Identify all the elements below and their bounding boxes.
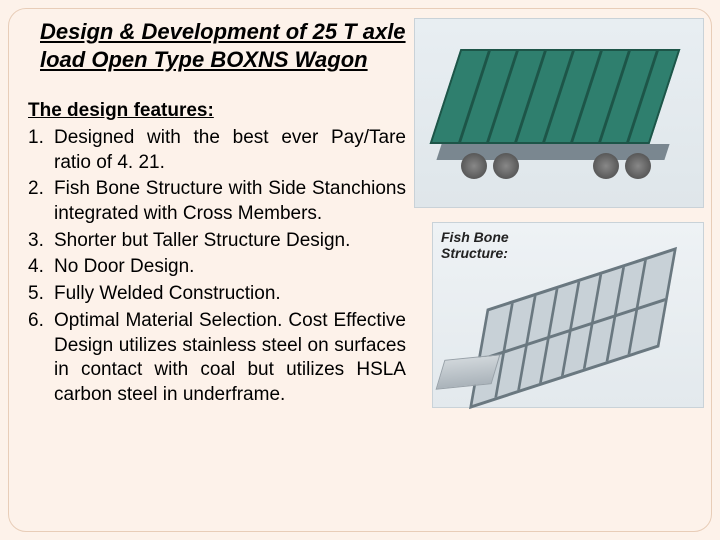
list-text: Shorter but Taller Structure Design. [54, 229, 406, 254]
wagon-illustration [414, 18, 704, 208]
wheel-icon [593, 153, 619, 179]
list-text: Fish Bone Structure with Side Stanchions… [54, 177, 406, 226]
list-item: 5. Fully Welded Construction. [28, 282, 406, 307]
wheel-icon [461, 153, 487, 179]
list-item: 3.Shorter but Taller Structure Design. [28, 229, 406, 254]
list-item: 2.Fish Bone Structure with Side Stanchio… [28, 177, 406, 226]
list-number: 2. [28, 177, 54, 226]
list-text: No Door Design. [54, 255, 406, 280]
wheel-icon [493, 153, 519, 179]
list-number: 6. [28, 309, 54, 408]
features-heading: The design features: [28, 100, 214, 122]
fishbone-illustration: Fish Bone Structure: [432, 222, 704, 408]
list-number: 3. [28, 229, 54, 254]
features-list: 1.Designed with the best ever Pay/Tare r… [28, 126, 406, 410]
list-item: 6. Optimal Material Selection. Cost Effe… [28, 309, 406, 408]
fishbone-frame [469, 247, 677, 409]
list-text: Fully Welded Construction. [54, 282, 406, 307]
fishbone-caption: Fish Bone Structure: [441, 229, 509, 261]
list-text: Optimal Material Selection. Cost Effecti… [54, 309, 406, 408]
list-item: 1.Designed with the best ever Pay/Tare r… [28, 126, 406, 175]
list-text: Designed with the best ever Pay/Tare rat… [54, 126, 406, 175]
slide-title: Design & Development of 25 T axle load O… [40, 18, 420, 73]
wheel-icon [625, 153, 651, 179]
list-number: 5. [28, 282, 54, 307]
fishbone-caption-line2: Structure: [441, 245, 508, 261]
list-item: 4.No Door Design. [28, 255, 406, 280]
list-number: 1. [28, 126, 54, 175]
list-number: 4. [28, 255, 54, 280]
fishbone-caption-line1: Fish Bone [441, 229, 509, 245]
